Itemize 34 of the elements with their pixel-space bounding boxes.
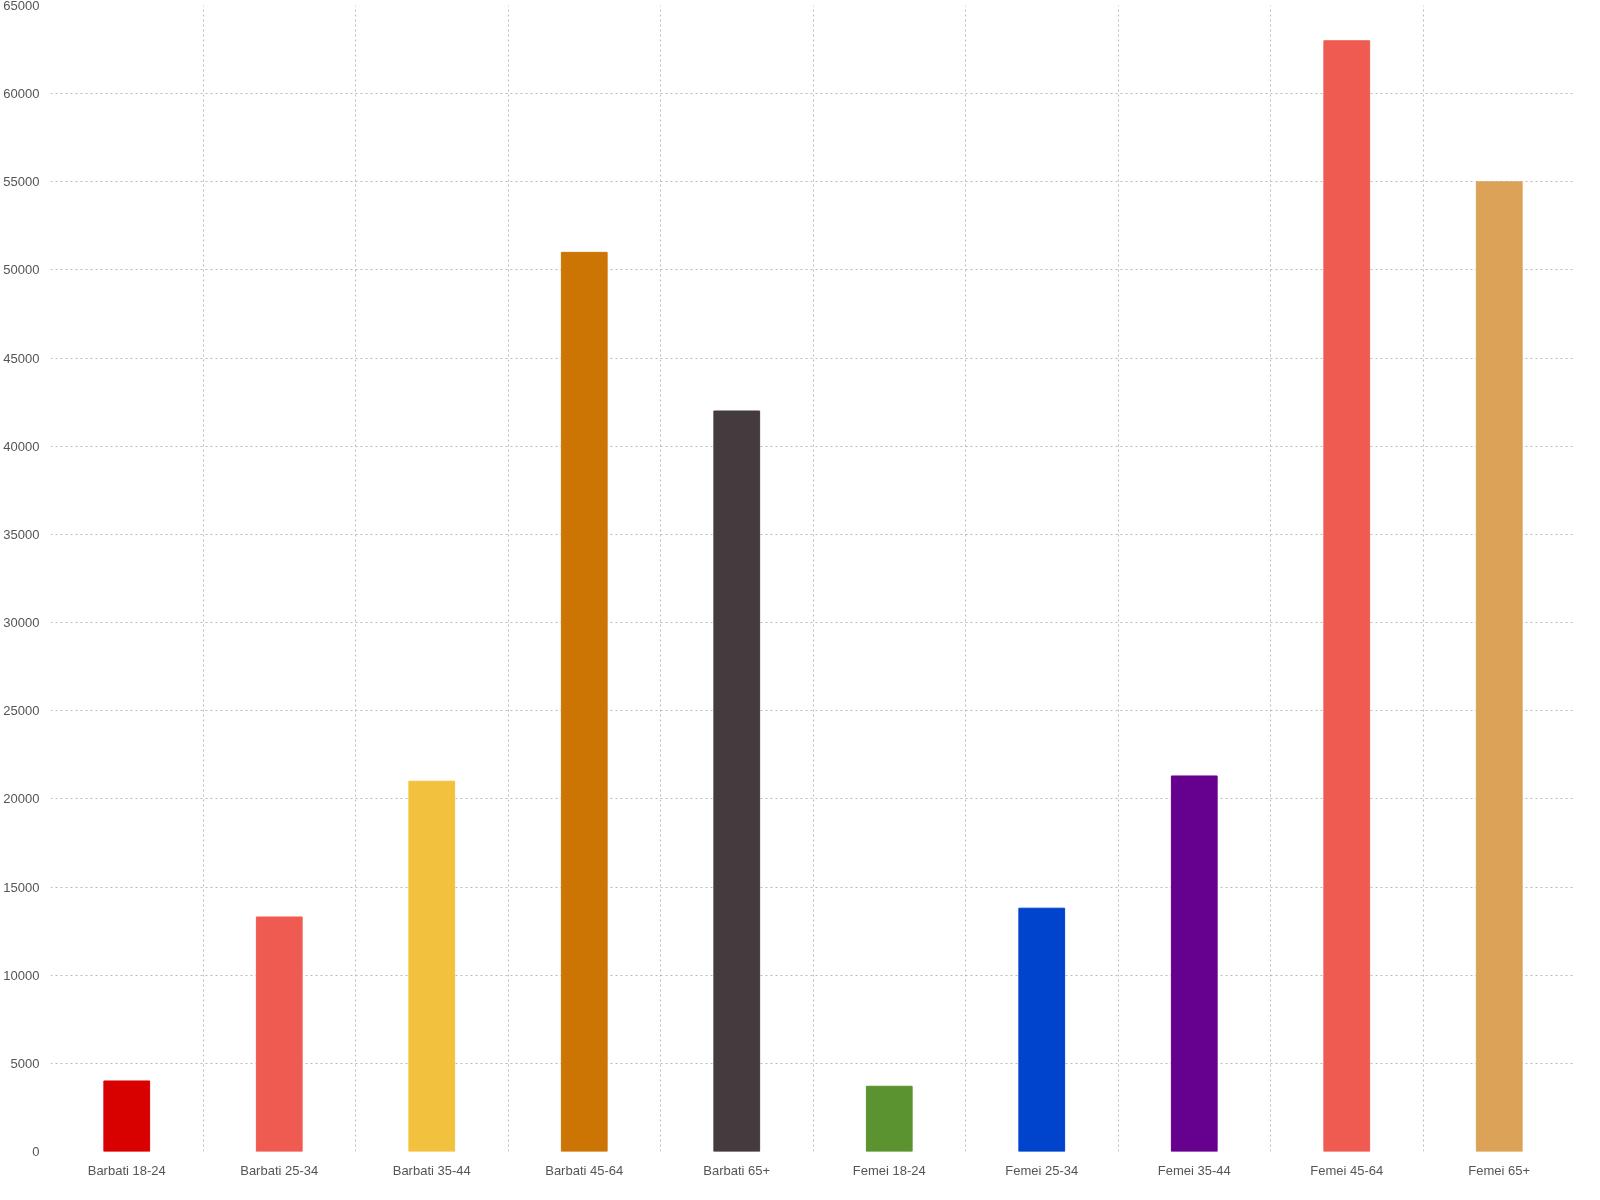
x-tick-label: Barbati 25-34 [240,1162,319,1178]
y-tick-label: 50000 [3,262,40,278]
y-tick-label: 20000 [3,791,40,807]
y-tick-label: 60000 [3,86,40,102]
y-tick-label: 55000 [3,174,40,190]
bar [560,251,608,1152]
y-tick-label: 5000 [10,1055,40,1071]
y-tick-label: 15000 [3,879,40,895]
bar [1170,775,1218,1152]
x-tick-label: Barbati 65+ [703,1162,771,1178]
x-tick-label: Barbati 45-64 [545,1162,624,1178]
y-tick-label: 0 [32,1144,40,1159]
bar [1323,40,1371,1152]
y-tick-label: 45000 [3,350,40,366]
bar [103,1080,151,1152]
bar [713,410,761,1152]
y-tick-label: 40000 [3,438,40,454]
bar [255,916,303,1152]
x-tick-label: Femei 25-34 [1005,1162,1079,1178]
y-tick-label: 30000 [3,615,40,631]
x-tick-label: Femei 45-64 [1310,1162,1384,1178]
x-tick-label: Femei 65+ [1468,1162,1531,1178]
y-tick-label: 35000 [3,526,40,542]
x-tick-label: Barbati 18-24 [87,1162,166,1178]
bar [865,1085,913,1152]
bar [1475,181,1523,1152]
y-tick-label: 25000 [3,703,40,719]
y-tick-label: 10000 [3,967,40,983]
x-tick-label: Femei 35-44 [1157,1162,1231,1178]
x-tick-label: Barbati 35-44 [392,1162,471,1178]
bar [1018,907,1066,1152]
y-tick-label: 65000 [3,0,40,13]
x-tick-label: Femei 18-24 [852,1162,926,1178]
bar [408,780,456,1152]
